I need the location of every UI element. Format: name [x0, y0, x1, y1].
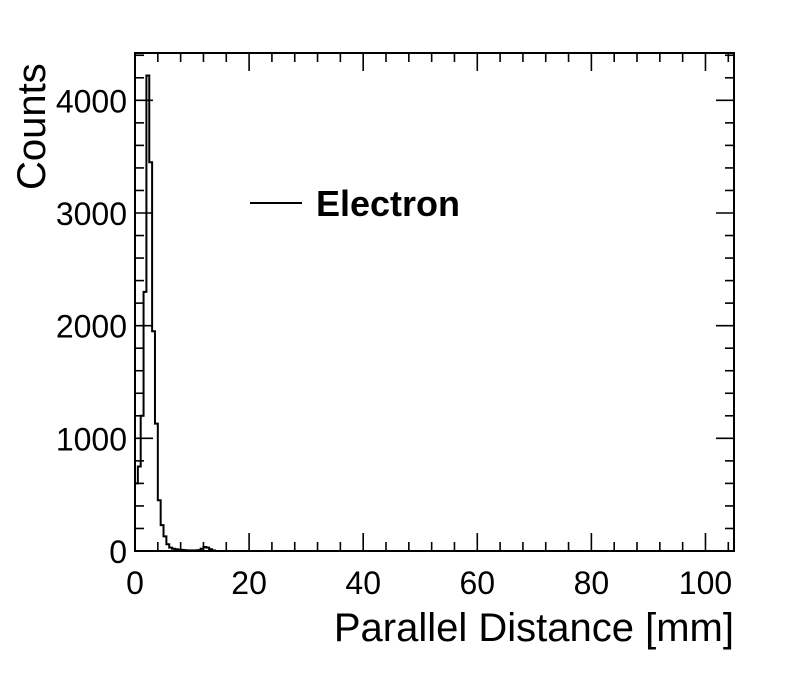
y-axis-title: Counts — [10, 63, 54, 190]
histogram-series-electron — [134, 74, 734, 552]
x-tick-label: 100 — [679, 565, 732, 601]
y-tick-label: 4000 — [56, 83, 127, 119]
x-tick-label: 0 — [126, 565, 144, 601]
x-tick-label: 40 — [345, 565, 381, 601]
y-tick-label: 1000 — [56, 421, 127, 457]
y-tick-label: 0 — [109, 534, 127, 570]
y-tick-label: 3000 — [56, 196, 127, 232]
x-tick-label: 60 — [459, 565, 495, 601]
legend-label-electron: Electron — [316, 183, 460, 224]
x-tick-label: 20 — [231, 565, 267, 601]
x-tick-label: 80 — [574, 565, 610, 601]
plot-frame — [134, 52, 735, 552]
x-axis-title: Parallel Distance [mm] — [334, 606, 734, 650]
axis-ticks — [134, 53, 734, 552]
y-tick-label: 2000 — [56, 309, 127, 345]
